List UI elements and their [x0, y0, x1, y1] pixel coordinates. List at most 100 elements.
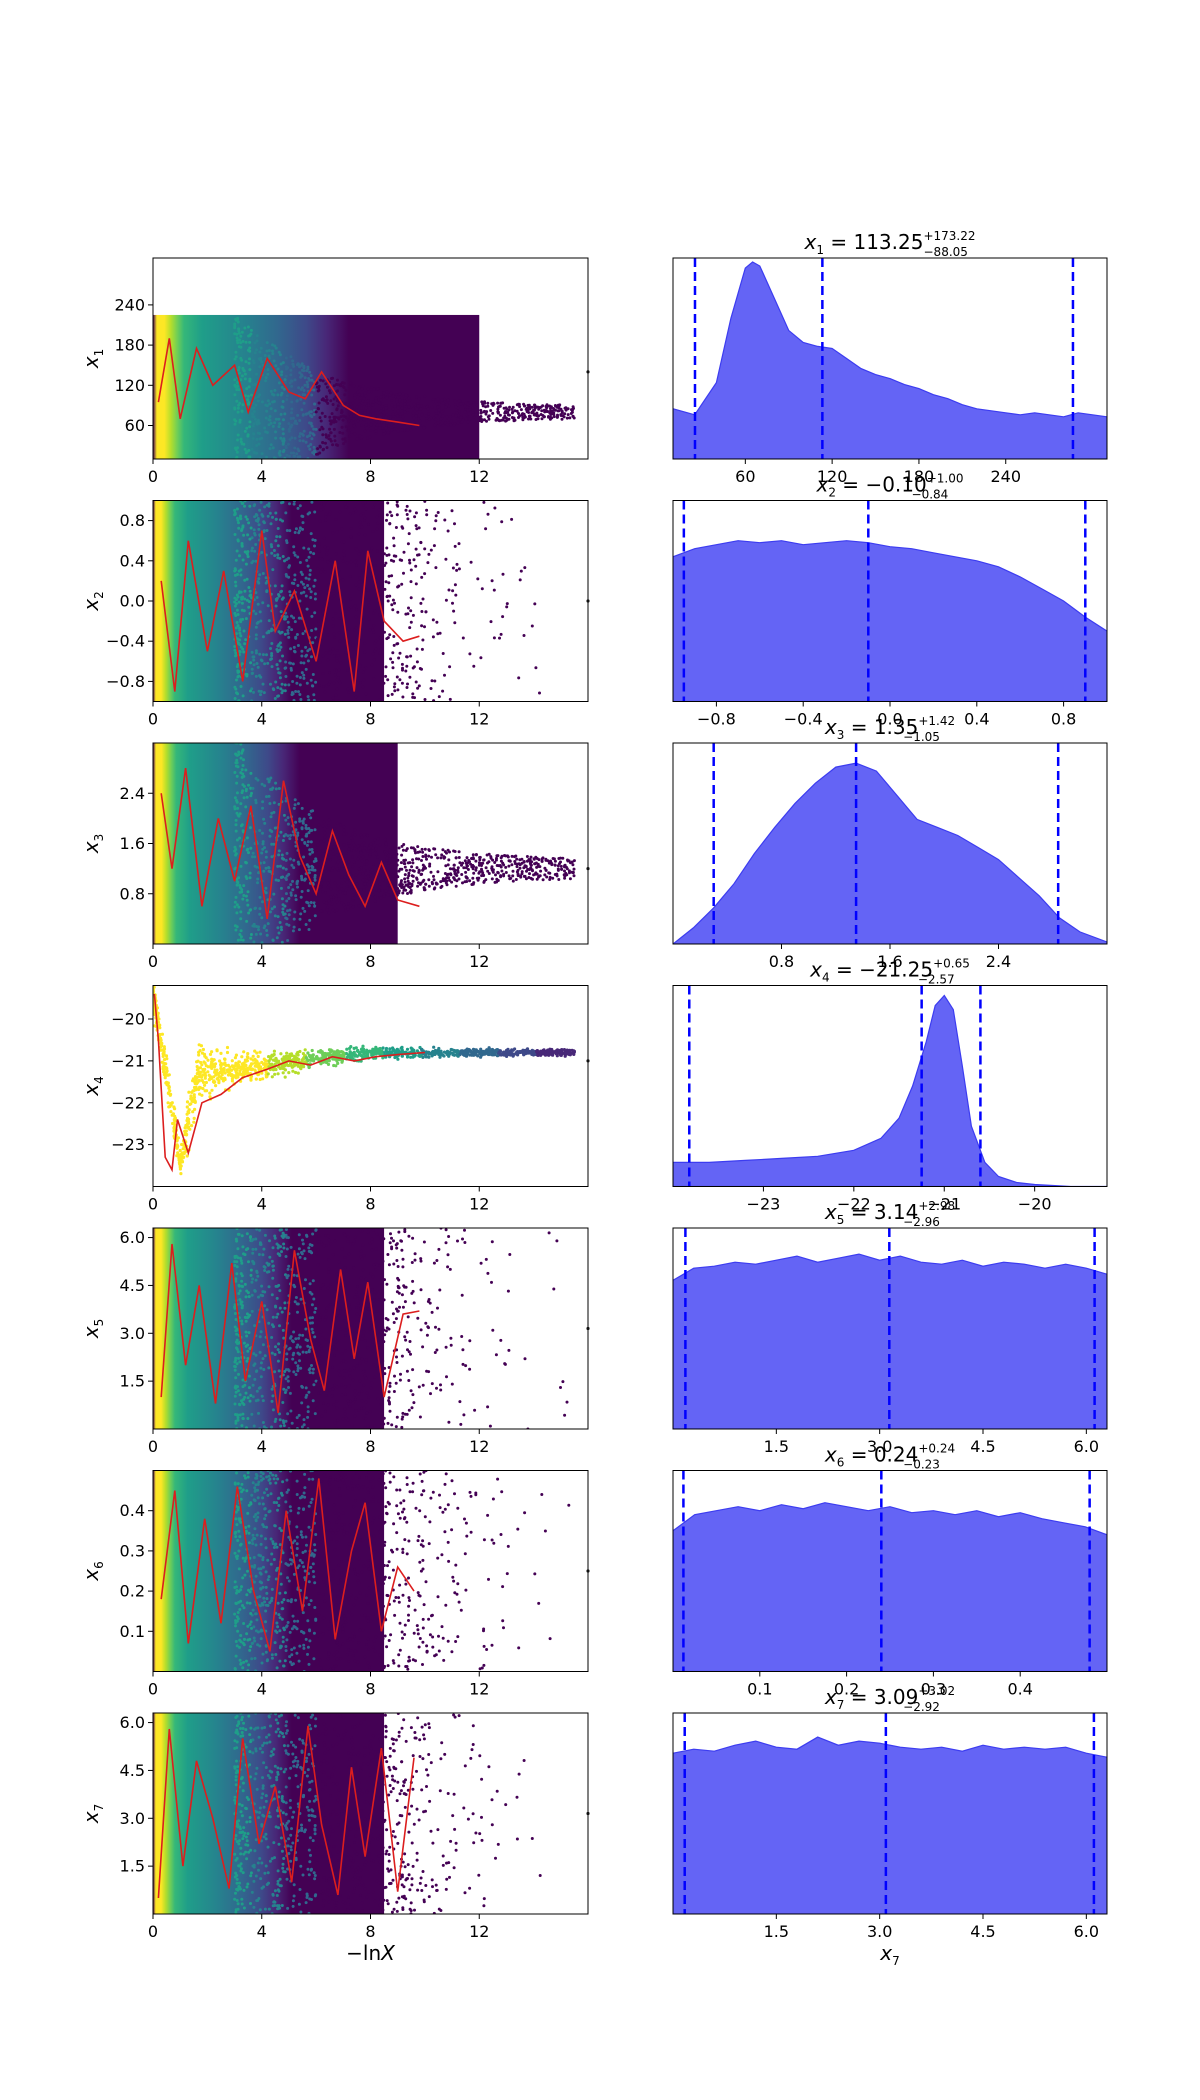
sample-point: [535, 872, 539, 876]
title-sup: +173.22: [923, 229, 975, 243]
sample-point: [572, 859, 576, 863]
sample-point: [378, 613, 382, 617]
sample-point: [281, 442, 285, 446]
sample-point: [408, 868, 412, 872]
sample-point: [296, 831, 300, 835]
sample-point: [236, 670, 240, 674]
sample-point: [294, 527, 298, 531]
sample-point: [453, 422, 457, 425]
sample-point: [331, 908, 335, 912]
sample-point: [237, 600, 241, 604]
sample-point: [290, 465, 293, 468]
sample-point: [307, 813, 311, 816]
sample-point: [165, 1080, 169, 1084]
sample-point: [276, 1072, 280, 1076]
sample-point: [397, 891, 401, 895]
sample-point: [335, 1059, 339, 1063]
sample-point: [238, 955, 241, 958]
sample-point: [257, 523, 261, 527]
sample-point: [357, 587, 361, 591]
sample-point: [413, 515, 417, 519]
sample-point: [363, 429, 367, 433]
sample-point: [425, 405, 429, 409]
sample-point: [319, 909, 323, 913]
sample-point: [274, 680, 278, 684]
sample-point: [311, 673, 315, 676]
sample-point: [234, 1053, 238, 1057]
sample-point: [281, 903, 285, 907]
sample-point: [508, 405, 511, 409]
sample-point: [398, 392, 402, 396]
sample-point: [277, 630, 281, 634]
sample-point: [330, 596, 334, 600]
sample-point: [415, 527, 419, 531]
sample-point: [369, 842, 373, 846]
sample-point: [538, 865, 542, 869]
sample-point: [245, 898, 249, 902]
sample-point: [541, 404, 545, 408]
sample-point: [320, 398, 324, 402]
sample-point: [336, 654, 340, 657]
sample-point: [284, 380, 288, 384]
sample-point: [233, 573, 237, 577]
sample-point: [298, 504, 302, 508]
sample-point: [283, 632, 287, 636]
sample-point: [443, 518, 447, 522]
sample-point: [272, 467, 275, 470]
sample-point: [293, 573, 297, 577]
sample-point: [255, 334, 259, 338]
sample-point: [390, 574, 394, 578]
sample-point: [417, 857, 421, 861]
sample-point: [250, 561, 254, 565]
sample-point: [274, 430, 277, 434]
sample-point: [265, 933, 269, 937]
sample-point: [288, 661, 292, 665]
sample-point: [369, 390, 373, 394]
sample-point: [364, 875, 368, 879]
sample-point: [402, 862, 406, 865]
sample-point: [256, 881, 259, 885]
sample-point: [235, 399, 239, 403]
sample-point: [349, 560, 353, 564]
sample-point: [396, 858, 400, 862]
sample-point: [332, 384, 336, 388]
sample-point: [412, 402, 416, 406]
sample-point: [349, 527, 353, 530]
sample-point: [308, 918, 312, 922]
sample-point: [432, 544, 436, 548]
sample-point: [349, 597, 353, 601]
sample-point: [369, 423, 373, 427]
sample-point: [251, 954, 254, 957]
sample-point: [260, 400, 264, 404]
sample-point: [522, 402, 526, 406]
sample-point: [338, 510, 342, 514]
sample-point: [317, 823, 321, 827]
sample-point: [250, 549, 254, 553]
sample-point: [276, 393, 280, 397]
sample-point: [413, 696, 416, 700]
sample-point: [298, 371, 302, 375]
sample-point: [520, 872, 524, 876]
sample-point: [342, 843, 346, 847]
sample-point: [332, 632, 336, 636]
sample-point: [276, 667, 280, 671]
sample-point: [253, 959, 256, 962]
sample-point: [246, 1055, 250, 1060]
sample-point: [547, 871, 551, 875]
sample-point: [406, 402, 410, 406]
sample-point: [501, 615, 505, 619]
sample-point: [289, 893, 293, 897]
sample-point: [394, 422, 398, 426]
sample-point: [325, 435, 328, 439]
sample-point: [247, 783, 250, 787]
sample-point: [268, 461, 271, 464]
sample-point: [278, 648, 282, 652]
sample-point: [247, 485, 250, 488]
sample-point: [295, 633, 299, 636]
sample-point: [253, 382, 257, 386]
sample-point: [385, 513, 389, 517]
sample-point: [244, 894, 248, 898]
sample-point: [235, 455, 239, 459]
sample-point: [297, 386, 301, 390]
